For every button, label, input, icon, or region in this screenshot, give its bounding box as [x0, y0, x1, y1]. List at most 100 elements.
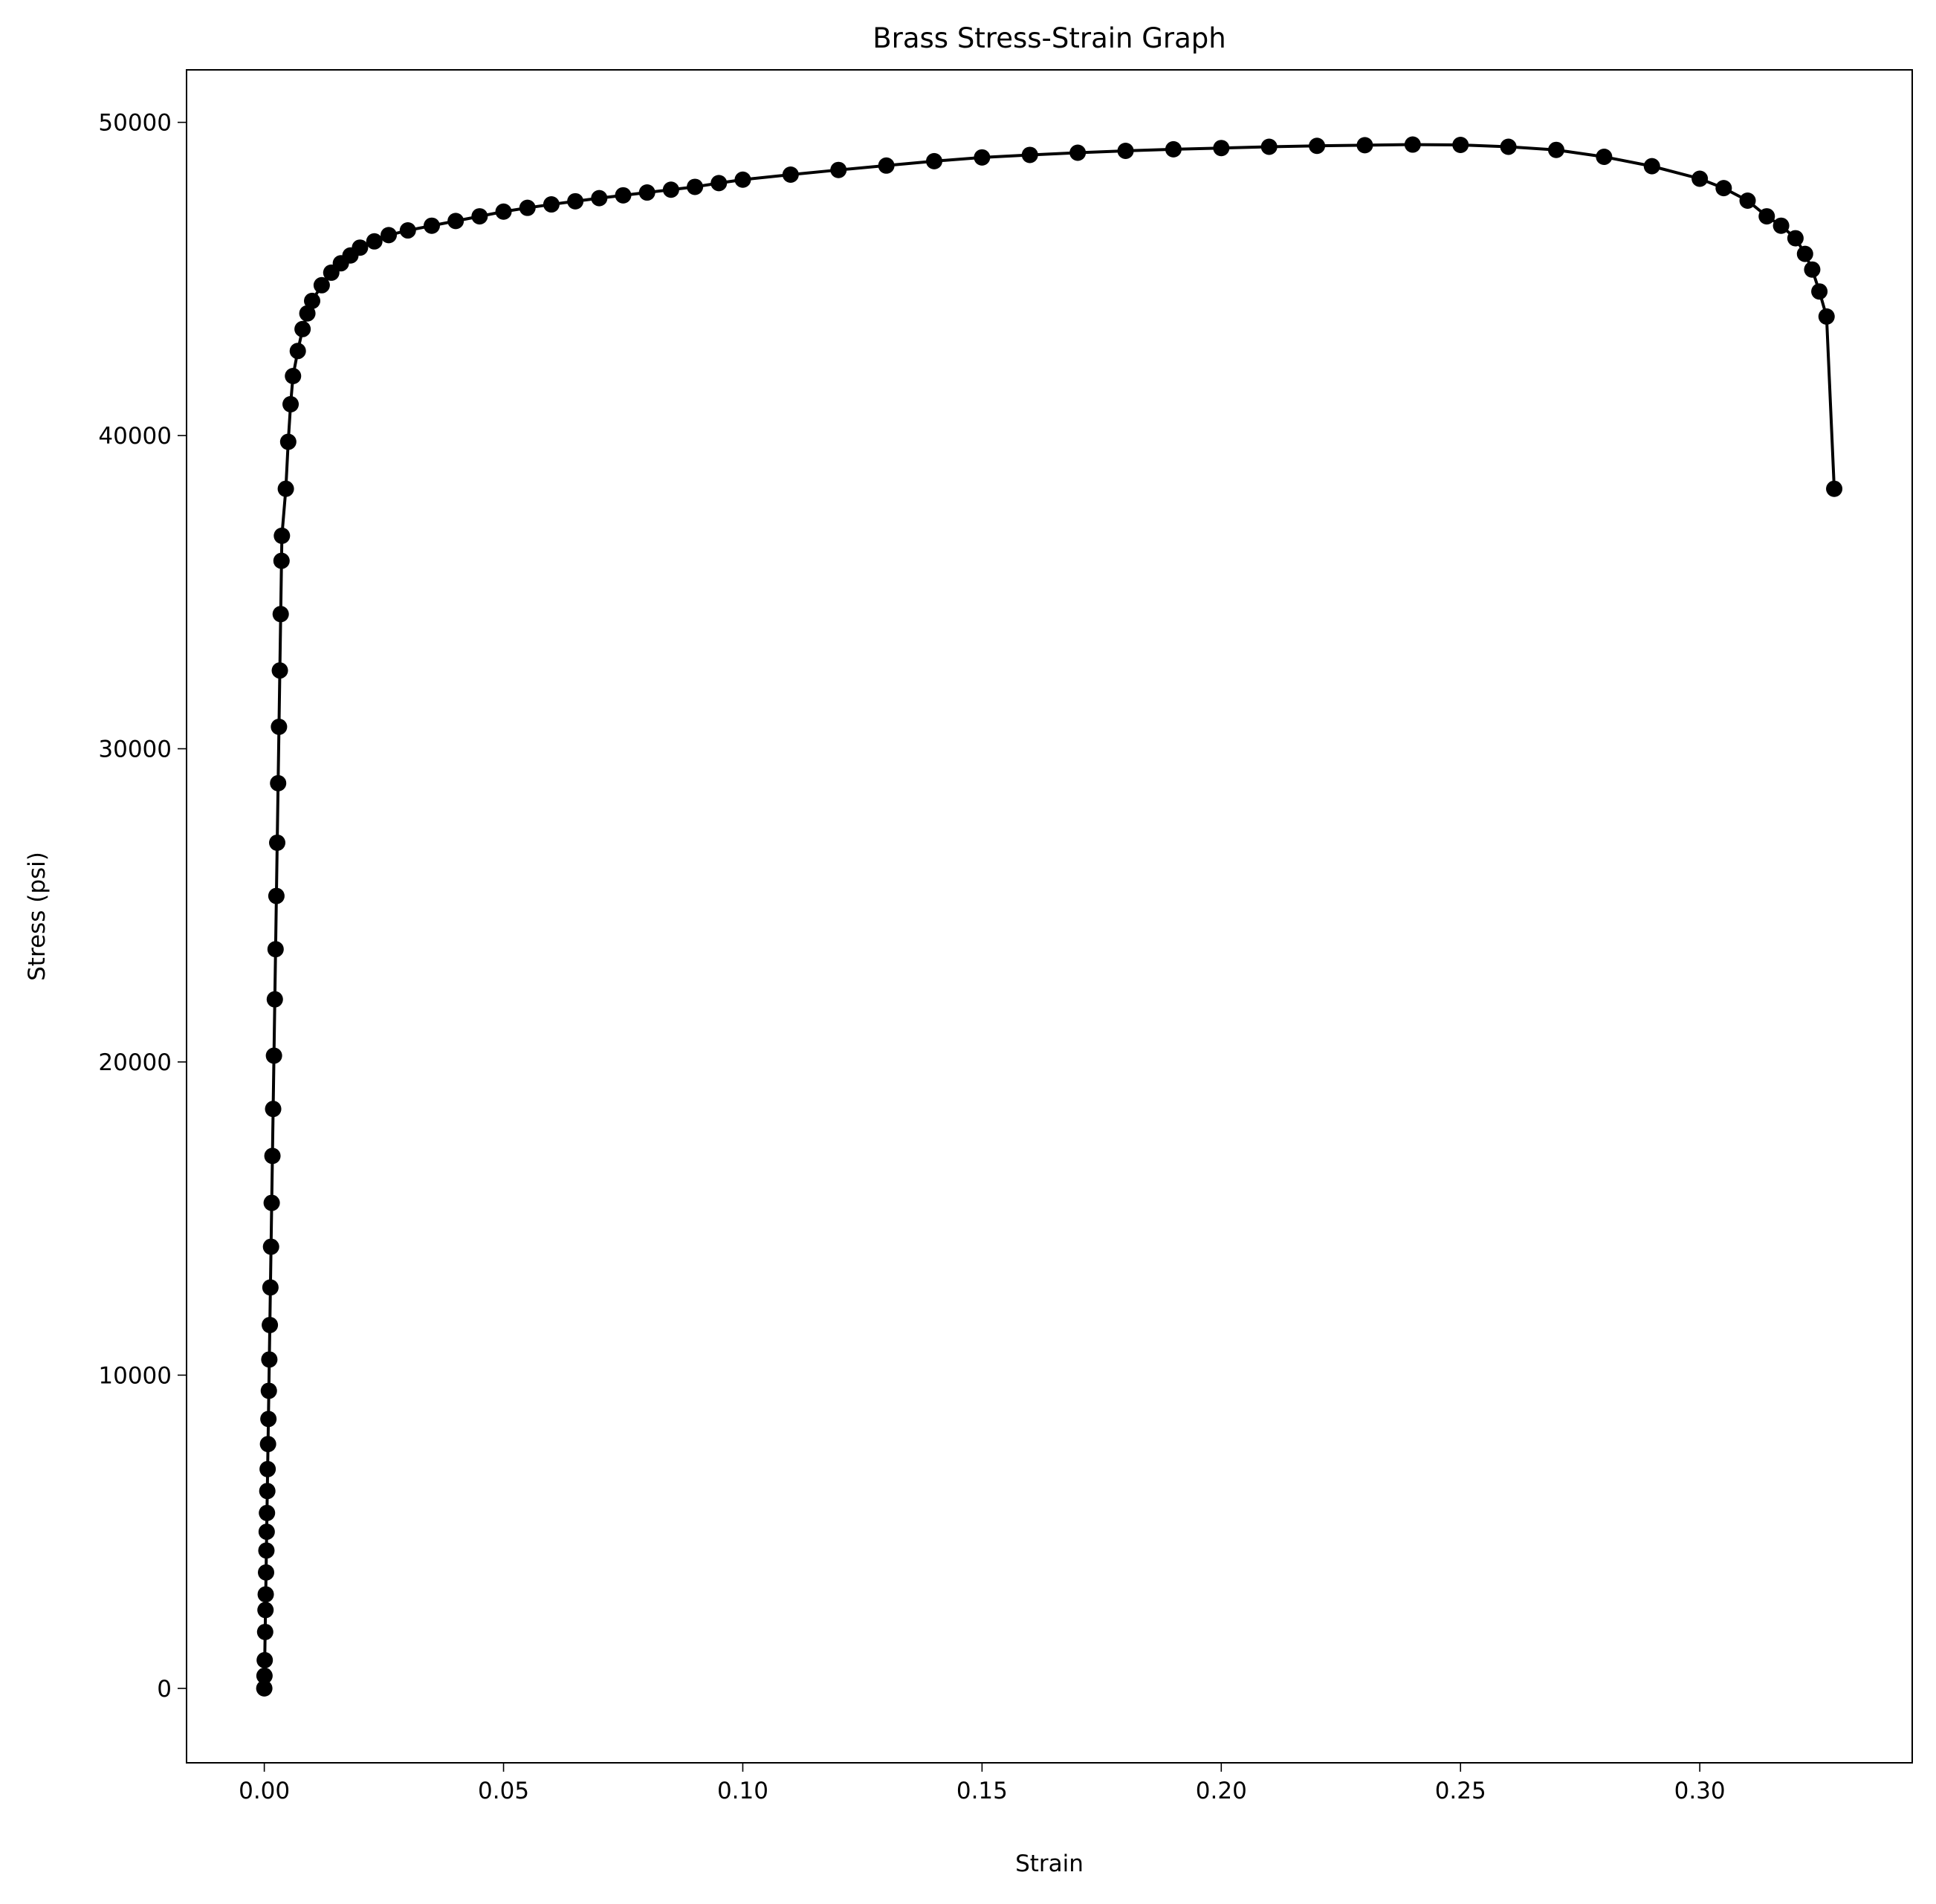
data-point [1826, 480, 1843, 497]
data-point [447, 213, 464, 230]
y-tick-label: 20000 [98, 1049, 172, 1076]
data-point [734, 171, 751, 188]
data-point [267, 941, 284, 958]
data-point [878, 157, 895, 174]
y-tick-label: 30000 [98, 736, 172, 763]
data-point [925, 152, 942, 169]
data-point [271, 719, 288, 736]
data-point [1739, 192, 1756, 209]
data-point [262, 1279, 279, 1296]
data-point [259, 1436, 276, 1453]
data-point [256, 1680, 273, 1697]
chart-title: Brass Stress-Strain Graph [873, 22, 1226, 54]
data-point [279, 433, 297, 450]
data-point [262, 1316, 279, 1333]
data-point [1021, 146, 1038, 163]
data-point [1715, 180, 1732, 197]
data-point [266, 991, 283, 1008]
data-point [285, 367, 302, 384]
x-tick-label: 0.05 [478, 1778, 529, 1804]
data-point [265, 1047, 282, 1064]
data-point [381, 227, 398, 244]
data-line [262, 143, 1836, 1688]
data-point [258, 1564, 275, 1581]
data-point [782, 166, 799, 184]
data-point [273, 527, 291, 544]
data-point [1500, 138, 1517, 155]
data-point [263, 1194, 280, 1211]
data-point [1452, 136, 1469, 153]
data-point [262, 1238, 279, 1255]
data-point [304, 292, 321, 309]
data-point [710, 175, 728, 192]
data-point [1356, 137, 1373, 154]
data-point [662, 181, 679, 198]
data-point [352, 239, 369, 256]
data-point [1643, 158, 1660, 175]
data-point [495, 203, 512, 220]
data-point [366, 233, 383, 250]
data-point [289, 343, 306, 360]
data-point [268, 887, 285, 904]
data-point [1547, 141, 1564, 158]
data-point [270, 774, 287, 791]
data-point [1787, 230, 1804, 247]
data-point [259, 1483, 276, 1500]
y-axis-label: Stress (psi) [24, 852, 51, 981]
x-tick-label: 0.00 [239, 1778, 290, 1804]
data-point [1260, 138, 1278, 155]
data-point [260, 1411, 277, 1428]
data-point [1758, 208, 1775, 225]
y-tick-label: 0 [157, 1676, 172, 1703]
data-point [687, 178, 704, 195]
data-point [257, 1602, 274, 1619]
data-point [615, 187, 632, 204]
plot-frame [186, 69, 1913, 1764]
data-point [1117, 142, 1134, 159]
y-tick-label: 40000 [98, 423, 172, 450]
x-axis-label: Strain [1015, 1850, 1084, 1877]
data-point [399, 222, 416, 239]
data-point [567, 192, 584, 210]
data-point [259, 1460, 276, 1477]
data-point [1796, 245, 1813, 262]
y-tick-label: 50000 [98, 110, 172, 137]
data-point [259, 1504, 276, 1521]
data-point [1309, 137, 1326, 155]
data-point [519, 199, 536, 216]
data-point [277, 480, 294, 497]
data-point [1165, 140, 1182, 158]
x-tick-label: 0.10 [717, 1778, 768, 1804]
data-point [313, 276, 330, 294]
data-point [256, 1667, 273, 1684]
data-point [260, 1382, 277, 1399]
data-point [258, 1523, 275, 1541]
x-tick-label: 0.15 [956, 1778, 1008, 1804]
data-point [1818, 308, 1835, 325]
data-point [257, 1586, 274, 1603]
data-point [591, 190, 608, 207]
data-point [638, 184, 655, 201]
data-point [261, 1351, 278, 1368]
data-point [299, 305, 316, 322]
data-point [264, 1147, 281, 1165]
data-point [423, 217, 440, 234]
data-point [294, 320, 311, 337]
data-point [974, 149, 991, 166]
data-point [830, 161, 847, 178]
data-point [272, 606, 289, 623]
data-point [1811, 283, 1828, 300]
data-point [471, 208, 488, 225]
data-point [1069, 144, 1087, 161]
y-tick-label: 10000 [98, 1362, 172, 1389]
data-point [1691, 170, 1709, 187]
data-point [1804, 261, 1821, 278]
x-tick-label: 0.20 [1196, 1778, 1247, 1804]
data-point [1213, 140, 1230, 157]
data-point [1596, 148, 1613, 165]
data-point [271, 662, 288, 679]
x-tick-label: 0.25 [1435, 1778, 1486, 1804]
data-point [1404, 136, 1421, 153]
